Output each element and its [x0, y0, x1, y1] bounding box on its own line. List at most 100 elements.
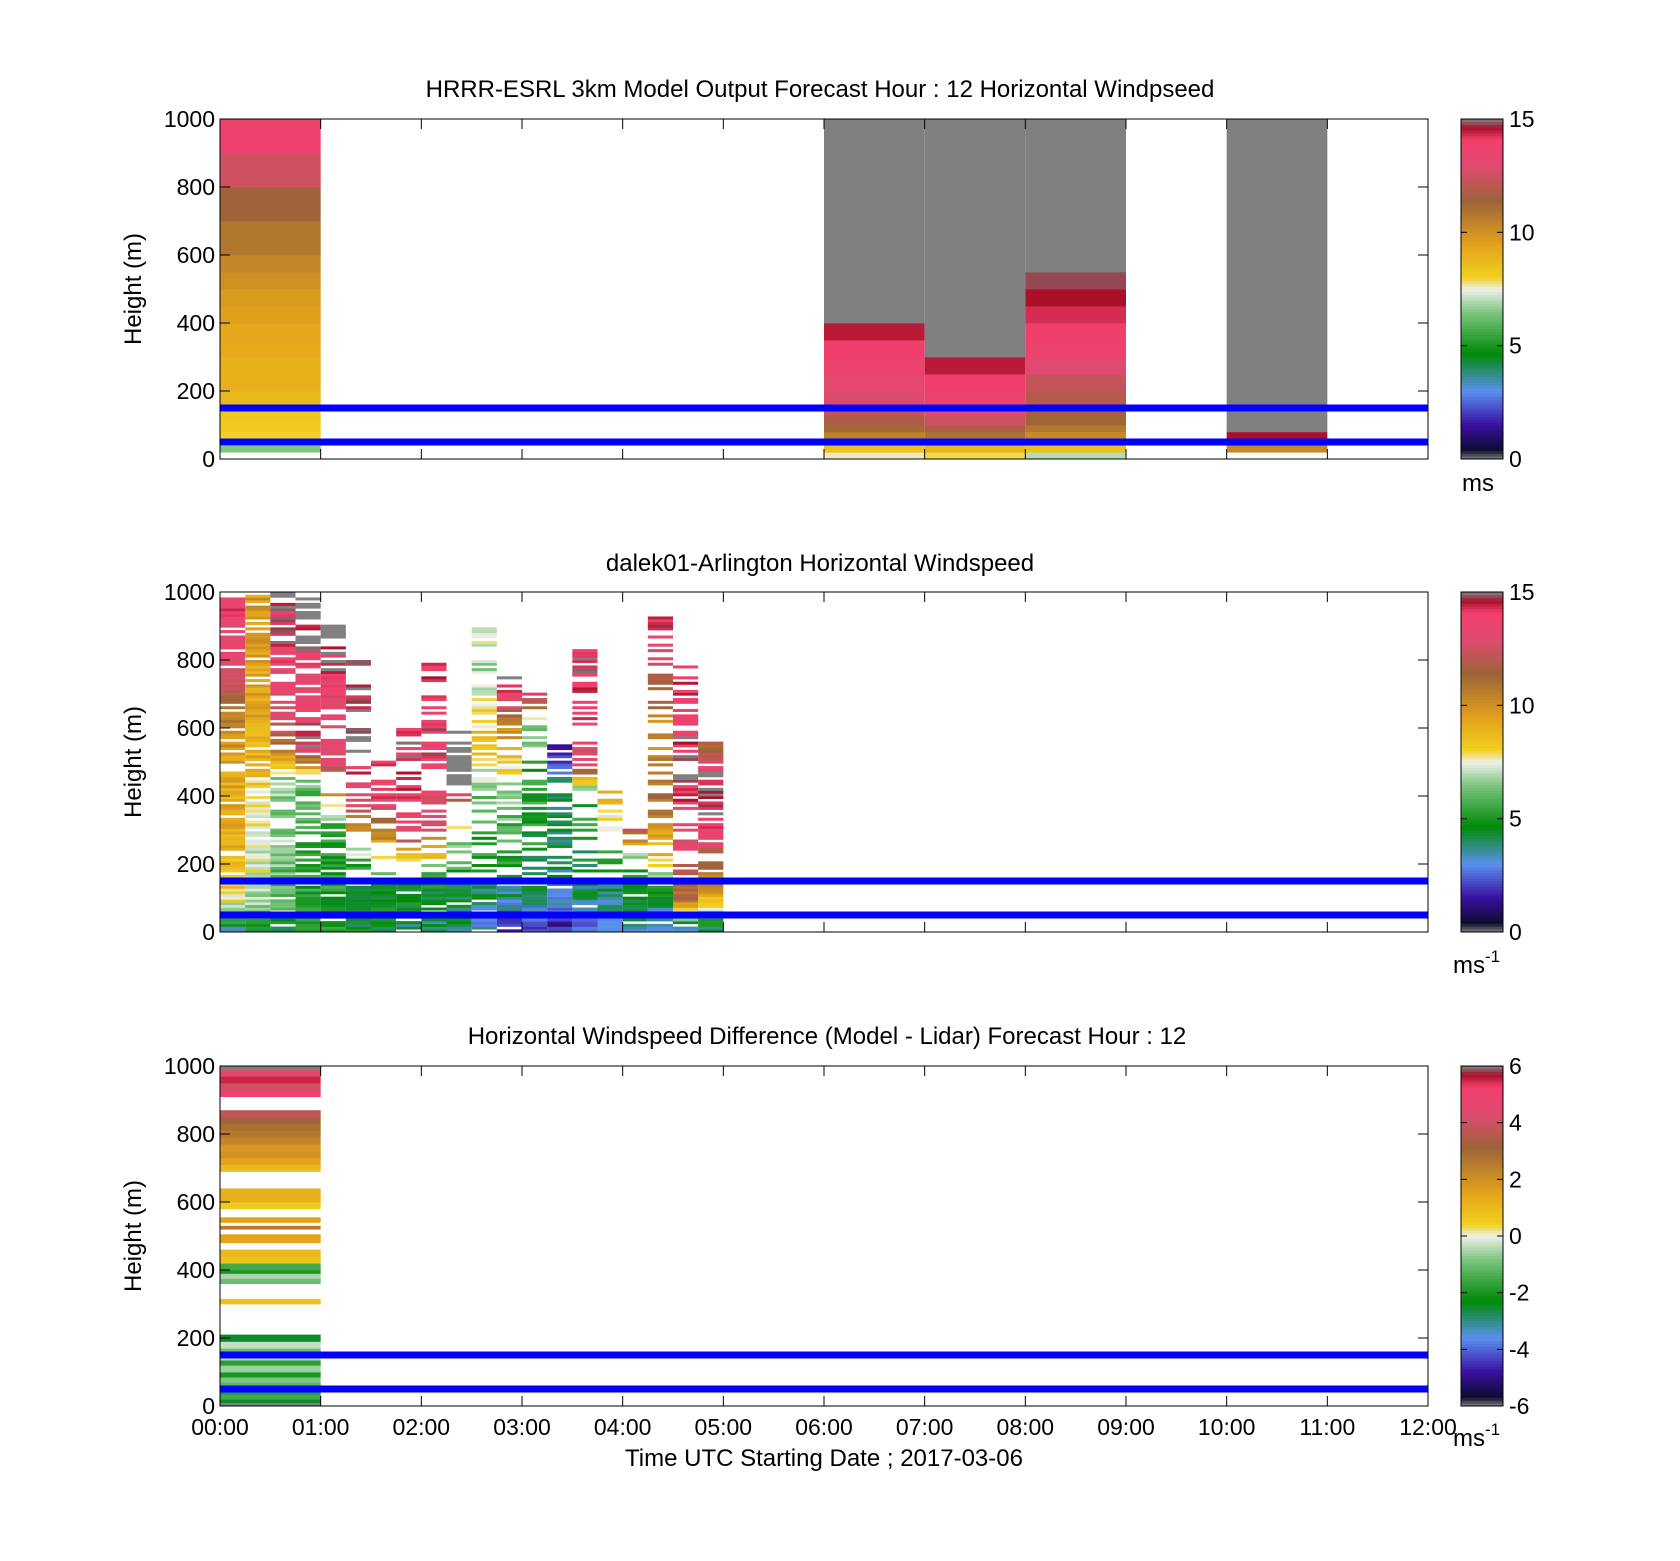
heatmap-cell — [698, 921, 724, 925]
heatmap-cell — [245, 902, 271, 906]
colorbar-segment — [1461, 1386, 1503, 1390]
heatmap-cell — [572, 711, 598, 715]
colorbar-segment — [1461, 215, 1503, 219]
colorbar-segment — [1461, 770, 1503, 774]
heatmap-cell — [597, 891, 623, 895]
heatmap-cell — [270, 902, 296, 906]
heatmap-cell — [421, 907, 447, 911]
heatmap-cell — [320, 673, 346, 677]
heatmap-cell — [698, 760, 724, 764]
heatmap-cell — [295, 741, 321, 745]
heatmap-cell — [295, 771, 321, 775]
heatmap-cell — [471, 809, 497, 813]
colorbar-segment — [1461, 1213, 1503, 1217]
heatmap-cell — [522, 820, 548, 824]
colorbar-segment — [1461, 892, 1503, 896]
colorbar-frame — [1460, 591, 1504, 933]
heatmap-cell — [245, 662, 271, 666]
heatmap-cell — [572, 918, 598, 922]
colorbar-segment — [1461, 645, 1503, 650]
colorbar-segment — [1461, 374, 1503, 378]
colorbar-segment — [1461, 1363, 1503, 1367]
heatmap-cell — [622, 918, 648, 922]
heatmap-cell — [471, 776, 497, 780]
heatmap-cell — [270, 874, 296, 878]
heatmap-cell — [471, 706, 497, 710]
heatmap-cell — [522, 923, 548, 927]
heatmap-cell — [673, 801, 699, 805]
heatmap-cell — [698, 747, 724, 751]
heatmap-cell — [396, 730, 422, 734]
heatmap-cell — [220, 706, 246, 710]
heatmap-cell — [471, 668, 497, 672]
heatmap-cell — [220, 861, 246, 865]
heatmap-cell — [270, 776, 296, 780]
colorbar-segment — [1461, 1204, 1503, 1209]
heatmap-cell — [245, 600, 271, 604]
colorbar-segment — [1461, 603, 1503, 607]
heatmap-cell — [220, 646, 246, 650]
heatmap-cell — [471, 738, 497, 742]
colorbar-segment — [1461, 759, 1503, 763]
colorbar-segment — [1461, 606, 1503, 610]
heatmap-cell — [622, 902, 648, 906]
heatmap-cell — [220, 651, 246, 655]
colorbar-segment — [1461, 665, 1503, 669]
reference-lines — [220, 404, 1428, 446]
colorbar-segment — [1461, 124, 1503, 128]
heatmap-cell — [572, 673, 598, 677]
heatmap-cell — [371, 793, 397, 797]
heatmap-cell — [698, 744, 724, 748]
heatmap-cell — [295, 874, 321, 878]
heatmap-cell — [647, 782, 673, 786]
heatmap-cell — [647, 657, 673, 661]
heatmap-cell — [245, 757, 271, 761]
heatmap-cell — [396, 883, 422, 887]
heatmap-cell — [220, 1217, 321, 1223]
heatmap-cell — [220, 904, 246, 908]
heatmap-cell — [270, 689, 296, 693]
heatmap-cell — [320, 757, 346, 761]
heatmap-cell — [345, 700, 371, 704]
heatmap-cell — [220, 757, 246, 761]
heatmap-cell — [647, 798, 673, 802]
heatmap-cell — [572, 893, 598, 897]
heatmap-cell — [647, 649, 673, 653]
heatmap-cell — [522, 779, 548, 783]
heatmap-cell — [220, 744, 246, 748]
heatmap-cell — [245, 834, 271, 838]
heatmap-cell — [522, 858, 548, 862]
heatmap-cell — [471, 627, 497, 631]
heatmap-cell — [270, 627, 296, 631]
heatmap-cell — [647, 815, 673, 819]
heatmap-cell — [220, 660, 246, 664]
heatmap-cell — [295, 853, 321, 857]
colorbar-segment — [1461, 1247, 1503, 1251]
heatmap-cell — [597, 921, 623, 925]
heatmap-cell — [471, 918, 497, 922]
heatmap-cell — [220, 747, 246, 751]
heatmap-cell — [270, 883, 296, 887]
heatmap-cell — [371, 763, 397, 767]
heatmap-cell — [270, 605, 296, 609]
heatmap-cell — [220, 624, 246, 628]
heatmap-cell — [220, 736, 246, 740]
y-axis-label: Height (m) — [120, 706, 147, 818]
colorbar-segment — [1461, 354, 1503, 358]
heatmap-cell — [245, 703, 271, 707]
heatmap-cell — [547, 771, 573, 775]
heatmap-cell — [647, 779, 673, 783]
heatmap-cell — [698, 793, 724, 797]
heatmap-cell — [345, 926, 371, 930]
heatmap-cell — [522, 855, 548, 859]
heatmap-cell — [421, 855, 447, 859]
heatmap-cell — [421, 766, 447, 770]
heatmap-cell — [496, 823, 522, 827]
heatmap-cell — [471, 921, 497, 925]
heatmap-cell — [320, 681, 346, 685]
heatmap-cell — [320, 689, 346, 693]
heatmap-cell — [220, 602, 246, 606]
heatmap-cell — [245, 670, 271, 674]
heatmap-cell — [647, 747, 673, 751]
heatmap-cell — [320, 763, 346, 767]
